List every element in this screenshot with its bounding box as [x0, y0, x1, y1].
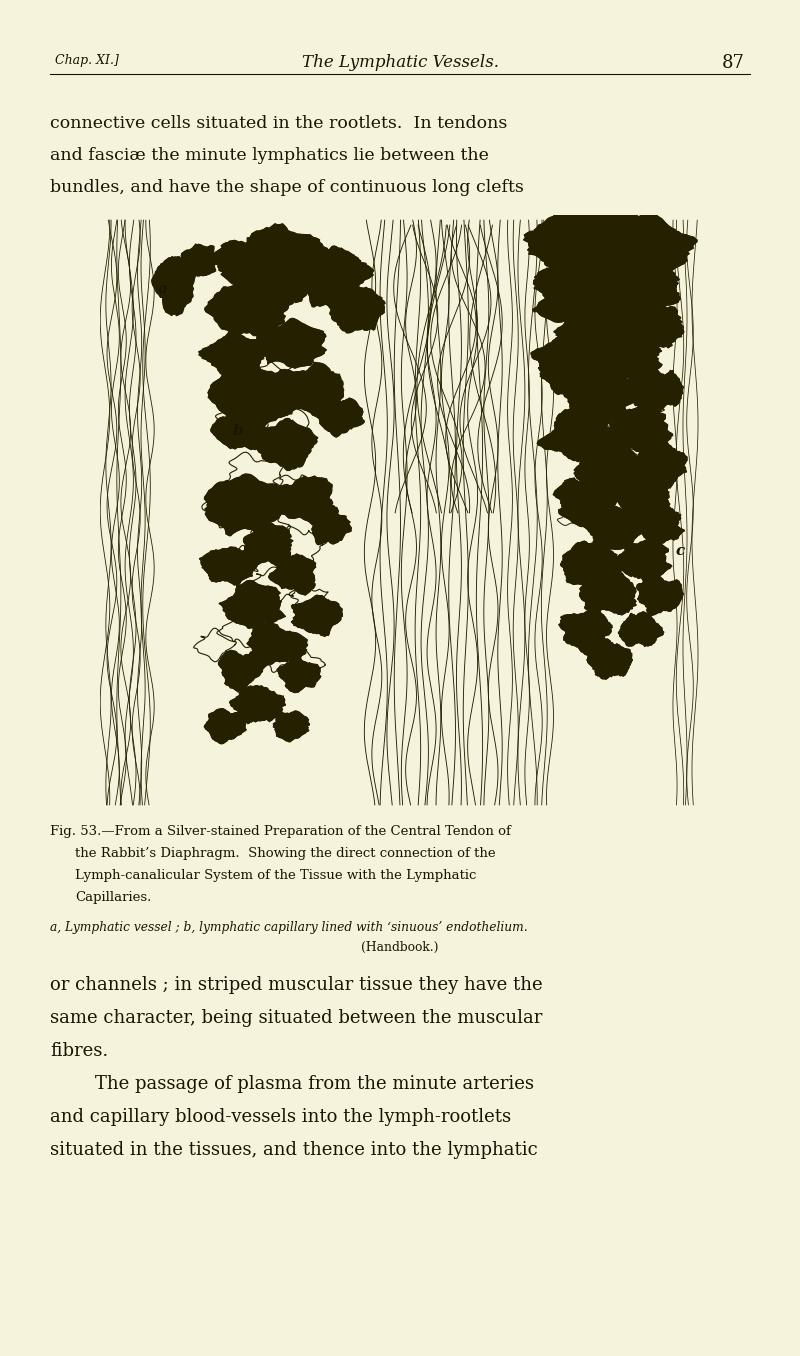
Text: (Handbook.): (Handbook.) — [362, 941, 438, 955]
Polygon shape — [292, 245, 374, 306]
Text: fibres.: fibres. — [50, 1041, 108, 1060]
Polygon shape — [269, 555, 315, 595]
Text: bundles, and have the shape of continuous long clefts: bundles, and have the shape of continuou… — [50, 179, 524, 197]
Polygon shape — [291, 595, 342, 636]
Polygon shape — [630, 507, 684, 544]
Polygon shape — [247, 622, 307, 669]
Polygon shape — [312, 506, 351, 545]
Polygon shape — [618, 612, 664, 647]
Text: and fasciæ the minute lymphatics lie between the: and fasciæ the minute lymphatics lie bet… — [50, 146, 489, 164]
Polygon shape — [327, 282, 385, 332]
Polygon shape — [204, 709, 246, 743]
Polygon shape — [179, 244, 219, 275]
Polygon shape — [596, 213, 697, 279]
Text: The Lymphatic Vessels.: The Lymphatic Vessels. — [302, 54, 498, 71]
Text: c: c — [675, 544, 684, 559]
Polygon shape — [634, 442, 687, 488]
Polygon shape — [597, 331, 662, 381]
Polygon shape — [254, 319, 326, 367]
Text: Lymph-canalicular System of the Tissue with the Lymphatic: Lymph-canalicular System of the Tissue w… — [75, 869, 476, 881]
Polygon shape — [152, 256, 195, 316]
Polygon shape — [555, 369, 643, 423]
Text: The passage of plasma from the minute arteries: The passage of plasma from the minute ar… — [95, 1075, 534, 1093]
Polygon shape — [538, 408, 619, 462]
Polygon shape — [614, 537, 672, 583]
Polygon shape — [271, 476, 333, 526]
Polygon shape — [554, 477, 620, 526]
Text: a: a — [158, 282, 168, 296]
Text: situated in the tissues, and thence into the lymphatic: situated in the tissues, and thence into… — [50, 1140, 538, 1159]
Polygon shape — [205, 475, 287, 536]
Polygon shape — [637, 575, 683, 616]
Polygon shape — [199, 546, 261, 584]
Text: Capillaries.: Capillaries. — [75, 891, 151, 904]
Text: Fig. 53.—From a Silver-stained Preparation of the Central Tendon of: Fig. 53.—From a Silver-stained Preparati… — [50, 824, 511, 838]
Polygon shape — [213, 224, 342, 302]
Polygon shape — [531, 338, 609, 395]
Polygon shape — [574, 442, 645, 499]
Polygon shape — [205, 283, 293, 336]
Polygon shape — [625, 362, 683, 416]
Text: and capillary blood-vessels into the lymph-rootlets: and capillary blood-vessels into the lym… — [50, 1108, 511, 1125]
Text: connective cells situated in the rootlets.  In tendons: connective cells situated in the rootlet… — [50, 115, 507, 132]
Polygon shape — [219, 580, 286, 628]
Polygon shape — [318, 395, 364, 437]
Polygon shape — [210, 407, 266, 450]
Polygon shape — [607, 407, 673, 453]
Text: b: b — [233, 424, 244, 438]
Polygon shape — [580, 570, 636, 614]
Text: the Rabbit’s Diaphragm.  Showing the direct connection of the: the Rabbit’s Diaphragm. Showing the dire… — [75, 848, 496, 860]
Text: Chap. XI.]: Chap. XI.] — [55, 54, 119, 66]
Polygon shape — [274, 711, 309, 742]
Polygon shape — [218, 651, 264, 692]
Polygon shape — [552, 298, 642, 357]
Polygon shape — [230, 686, 286, 724]
Polygon shape — [561, 541, 624, 589]
Text: or channels ; in striped muscular tissue they have the: or channels ; in striped muscular tissue… — [50, 976, 542, 994]
Polygon shape — [242, 522, 293, 568]
Polygon shape — [533, 248, 640, 323]
Polygon shape — [559, 610, 612, 655]
Polygon shape — [592, 256, 680, 315]
Text: same character, being situated between the muscular: same character, being situated between t… — [50, 1009, 542, 1026]
Polygon shape — [586, 639, 632, 679]
Polygon shape — [618, 480, 670, 522]
Polygon shape — [582, 506, 648, 551]
Polygon shape — [277, 658, 321, 693]
Polygon shape — [198, 331, 265, 377]
Text: 87: 87 — [722, 54, 745, 72]
Polygon shape — [614, 296, 684, 353]
Polygon shape — [524, 206, 652, 281]
Text: a, Lymphatic vessel ; b, lymphatic capillary lined with ‘sinuous’ endothelium.: a, Lymphatic vessel ; b, lymphatic capil… — [50, 921, 528, 934]
Polygon shape — [252, 419, 318, 471]
Polygon shape — [283, 362, 344, 420]
Polygon shape — [208, 365, 308, 428]
